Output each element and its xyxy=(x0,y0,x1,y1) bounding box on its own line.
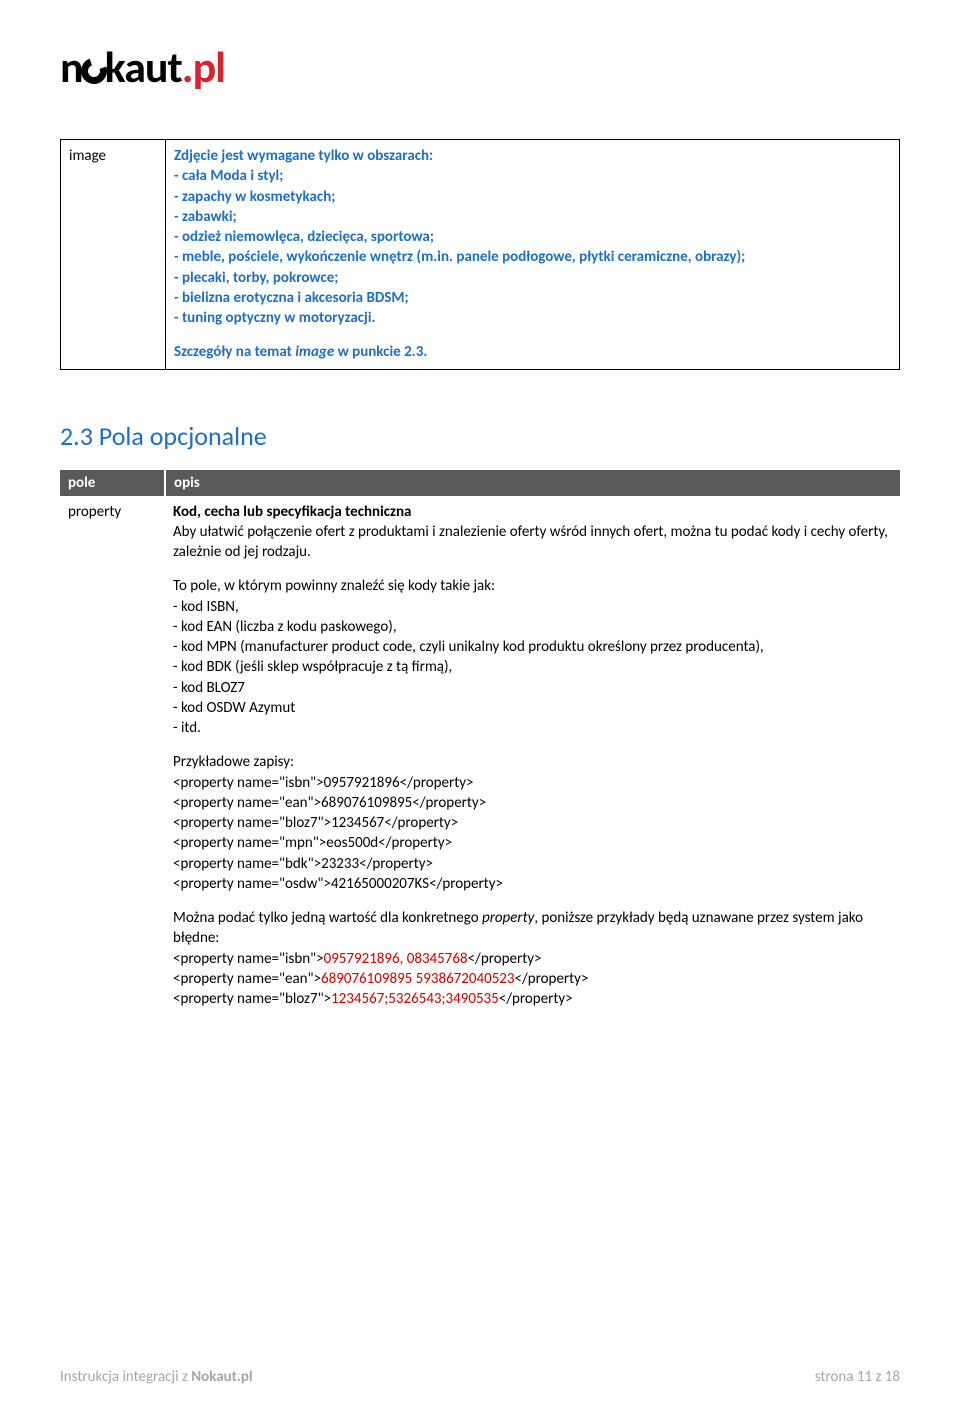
table2-p3-title: Przykładowe zapisy: xyxy=(173,752,892,772)
table2-block3: Przykładowe zapisy: <property name="isbn… xyxy=(173,752,892,894)
table2-p4-item: <property name="isbn">0957921896, 083457… xyxy=(173,949,892,969)
table2-p2-intro: To pole, w którym powinny znaleźć się ko… xyxy=(173,576,892,596)
table2-p4-intro: Można podać tylko jedną wartość dla konk… xyxy=(173,908,892,949)
logo-letter-n: n xyxy=(60,40,83,94)
table2-p2-item: - kod OSDW Azymut xyxy=(173,698,892,718)
table1-item: - bielizna erotyczna i akcesoria BDSM; xyxy=(174,288,891,308)
table2-p4-item: <property name="bloz7">1234567;5326543;3… xyxy=(173,989,892,1009)
table2-right-cell: Kod, cecha lub specyfikacja techniczna A… xyxy=(165,496,900,1016)
p4-post: </property> xyxy=(499,990,573,1008)
table1-item: - cała Moda i styl; xyxy=(174,166,891,186)
p4-pre: <property name="ean"> xyxy=(173,970,321,988)
p4-post: </property> xyxy=(468,950,542,968)
table2-p3-item: <property name="bloz7">1234567</property… xyxy=(173,813,892,833)
table2-p3-item: <property name="mpn">eos500d</property> xyxy=(173,833,892,853)
table1-intro: Zdjęcie jest wymagane tylko w obszarach:… xyxy=(174,146,891,328)
table2-p2-item: - kod BDK (jeśli sklep współpracuje z tą… xyxy=(173,657,892,677)
table2-p3-item: <property name="bdk">23233</property> xyxy=(173,854,892,874)
p4-bad: 1234567;5326543;3490535 xyxy=(331,990,499,1008)
footer-left: Instrukcja integracji z Nokaut.pl xyxy=(60,1368,253,1386)
table2-p4-item: <property name="ean">689076109895 593867… xyxy=(173,969,892,989)
table2-p3-item: <property name="osdw">42165000207KS</pro… xyxy=(173,874,892,894)
table1-item: - tuning optyczny w motoryzacji. xyxy=(174,308,891,328)
table2-left-cell: property xyxy=(60,496,165,1016)
table2-title: Kod, cecha lub specyfikacja techniczna xyxy=(173,502,892,522)
optional-fields-table: pole opis property Kod, cecha lub specyf… xyxy=(60,470,900,1016)
table2-block4: Można podać tylko jedną wartość dla konk… xyxy=(173,908,892,1009)
table1-item: - zapachy w kosmetykach; xyxy=(174,187,891,207)
table1-item: - plecaki, torby, pokrowce; xyxy=(174,268,891,288)
p4-bad: 689076109895 5938672040523 xyxy=(321,970,514,988)
table2-head-left: pole xyxy=(60,470,165,496)
table1-right-cell: Zdjęcie jest wymagane tylko w obszarach:… xyxy=(166,140,900,370)
footer-right: strona 11 z 18 xyxy=(815,1368,900,1386)
p4-pre: <property name="isbn"> xyxy=(173,950,324,968)
footer-left-pre: Instrukcja integracji z xyxy=(60,1368,191,1386)
table1-intro-line: Zdjęcie jest wymagane tylko w obszarach: xyxy=(174,146,891,166)
p4-pre: <property name="bloz7"> xyxy=(173,990,331,1008)
table2-p1: Aby ułatwić połączenie ofert z produktam… xyxy=(173,522,892,563)
table2-p2-item: - kod EAN (liczba z kodu paskowego), xyxy=(173,617,892,637)
logo-kaut: kaut xyxy=(105,40,182,94)
table2-p4-pre: Można podać tylko jedną wartość dla konk… xyxy=(173,909,482,927)
table1-note-italic: image xyxy=(295,343,334,361)
footer-left-bold: Nokaut.pl xyxy=(191,1368,252,1386)
p4-bad: 0957921896, 08345768 xyxy=(324,950,468,968)
section-heading: 2.3 Pola opcjonalne xyxy=(60,420,900,452)
page-footer: Instrukcja integracji z Nokaut.pl strona… xyxy=(60,1368,900,1386)
table2-p2-item: - kod BLOZ7 xyxy=(173,678,892,698)
logo: n kaut . pl xyxy=(60,40,900,94)
table2-p3-item: <property name="ean">689076109895</prope… xyxy=(173,793,892,813)
table2-block1: Kod, cecha lub specyfikacja techniczna A… xyxy=(173,502,892,563)
p4-post: </property> xyxy=(515,970,589,988)
table2-head-right: opis xyxy=(165,470,900,496)
table1-item: - zabawki; xyxy=(174,207,891,227)
table2-p2-item: - kod MPN (manufacturer product code, cz… xyxy=(173,637,892,657)
table1-item: - odzież niemowlęca, dziecięca, sportowa… xyxy=(174,227,891,247)
image-requirements-table: image Zdjęcie jest wymagane tylko w obsz… xyxy=(60,139,900,370)
table2-block2: To pole, w którym powinny znaleźć się ko… xyxy=(173,576,892,738)
table2-p3-item: <property name="isbn">0957921896</proper… xyxy=(173,773,892,793)
logo-pl: pl xyxy=(193,40,225,94)
table2-p4-italic: property xyxy=(482,909,534,927)
table1-note-post: w punkcie 2.3. xyxy=(334,343,427,361)
table1-item: - meble, pościele, wykończenie wnętrz (m… xyxy=(174,247,891,267)
logo-dot: . xyxy=(182,40,193,94)
table2-p2-item: - itd. xyxy=(173,718,892,738)
table1-left-cell: image xyxy=(61,140,166,370)
table1-note: Szczegóły na temat image w punkcie 2.3. xyxy=(174,342,891,362)
table2-p2-item: - kod ISBN, xyxy=(173,597,892,617)
table1-note-pre: Szczegóły na temat xyxy=(174,343,295,361)
